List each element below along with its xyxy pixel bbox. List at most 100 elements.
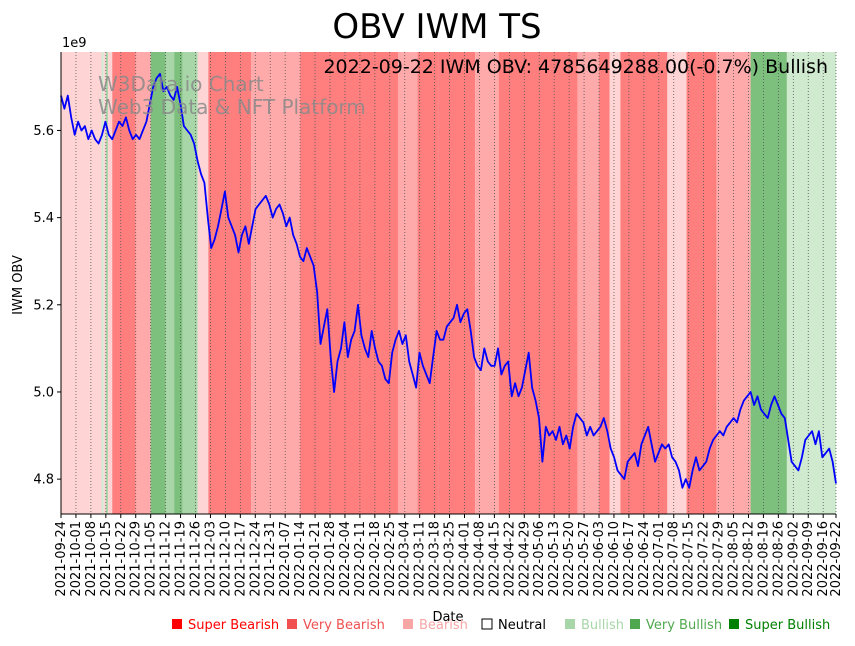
x-tick-label: 2021-10-29: [129, 521, 144, 597]
signal-band: [174, 52, 183, 514]
x-tick-label: 2022-07-01: [652, 521, 667, 597]
legend-label: Bearish: [419, 618, 468, 633]
signal-band: [101, 52, 104, 514]
signal-band: [667, 52, 687, 514]
chart-title: OBV IWM TS: [332, 7, 541, 47]
y-tick-label: 5.4: [33, 211, 54, 226]
y-tick-label: 5.6: [33, 124, 54, 139]
signal-band: [750, 52, 787, 514]
x-tick-label: 2022-05-13: [547, 521, 562, 597]
x-tick-label: 2021-11-12: [159, 521, 174, 597]
legend-item: Bearish: [403, 618, 468, 633]
watermark-line-1: W3Data.io Chart: [98, 72, 264, 96]
legend-swatch: [630, 619, 640, 629]
x-tick-label: 2022-04-22: [502, 521, 517, 597]
x-tick-label: 2022-05-20: [562, 521, 577, 597]
legend-item: Very Bearish: [287, 618, 385, 633]
x-tick-label: 2022-07-22: [697, 521, 712, 597]
signal-band: [498, 52, 578, 514]
y-offset-label: 1e9: [62, 36, 87, 51]
x-tick-label: 2022-03-25: [443, 521, 458, 597]
x-tick-label: 2022-01-14: [293, 521, 308, 597]
signal-band: [577, 52, 600, 514]
legend-label: Very Bearish: [303, 618, 385, 633]
x-tick-label: 2022-06-03: [592, 521, 607, 597]
legend-swatch: [481, 618, 493, 630]
signal-band: [786, 52, 836, 514]
x-tick-label: 2022-02-18: [368, 521, 383, 597]
signal-band: [105, 52, 108, 514]
signal-band: [103, 52, 106, 514]
legend-label: Super Bullish: [745, 618, 830, 633]
legend-swatch: [172, 619, 182, 629]
x-tick-label: 2022-04-15: [487, 521, 502, 597]
signal-band: [150, 52, 166, 514]
legend: Super Bearish Very Bearish Bearish Neutral B…: [172, 618, 830, 633]
x-tick-label: 2022-03-04: [398, 521, 413, 597]
x-tick-label: 2021-12-10: [218, 521, 233, 597]
x-tick-label: 2021-11-05: [144, 521, 159, 597]
x-tick-label: 2022-02-11: [353, 521, 368, 597]
signal-band: [197, 52, 209, 514]
x-tick-label: 2022-06-24: [637, 521, 652, 597]
x-tick-label: 2022-08-05: [727, 521, 742, 597]
x-tick-label: 2022-07-15: [682, 521, 697, 597]
x-tick-label: 2021-10-08: [84, 521, 99, 597]
signal-band: [182, 52, 198, 514]
x-tick-label: 2021-10-22: [114, 521, 129, 597]
signal-band: [417, 52, 439, 514]
legend-item: Super Bullish: [729, 618, 830, 633]
x-tick-label: 2021-10-15: [99, 521, 114, 597]
legend-swatch: [287, 619, 297, 629]
x-tick-label: 2021-11-26: [189, 521, 204, 597]
x-tick-label: 2022-09-16: [816, 521, 831, 597]
x-tick-label: 2022-01-21: [308, 521, 323, 597]
x-tick-label: 2022-05-27: [577, 521, 592, 597]
signal-band: [107, 52, 113, 514]
x-tick-label: 2022-01-07: [278, 521, 293, 597]
legend-label: Very Bullish: [646, 618, 722, 633]
signal-band: [251, 52, 301, 514]
axes: [60, 52, 836, 515]
y-axis-label: IWM OBV: [11, 255, 26, 315]
signal-band: [438, 52, 476, 514]
watermark-line-2: Web3 Data & NFT Platform: [98, 95, 366, 119]
x-tick-label: 2021-09-24: [54, 521, 69, 597]
x-tick-label: 2022-04-29: [517, 521, 532, 597]
legend-label: Neutral: [498, 618, 546, 633]
x-tick-label: 2021-12-17: [233, 521, 248, 597]
x-tick-label: 2022-05-06: [532, 521, 547, 597]
x-tick-label: 2021-12-03: [203, 521, 218, 597]
legend-swatch: [729, 619, 739, 629]
x-tick-label: 2022-08-26: [771, 521, 786, 597]
x-ticks: 2021-09-24 2021-10-01 2021-10-08 2021-10-15…: [54, 514, 844, 597]
legend-label: Super Bearish: [188, 618, 279, 633]
legend-item: Very Bullish: [630, 618, 722, 633]
x-tick-label: 2022-06-10: [607, 521, 622, 597]
x-axis-label: Date: [432, 610, 463, 625]
x-tick-label: 2022-07-08: [667, 521, 682, 597]
x-tick-label: 2022-08-19: [756, 521, 771, 597]
x-tick-label: 2022-04-08: [472, 521, 487, 597]
x-tick-label: 2022-02-25: [383, 521, 398, 597]
signal-band: [165, 52, 175, 514]
y-tick-label: 5.2: [33, 298, 54, 313]
x-tick-label: 2022-07-29: [712, 521, 727, 597]
signal-band: [398, 52, 418, 514]
x-tick-label: 2022-01-28: [323, 521, 338, 597]
signal-band: [609, 52, 621, 514]
signal-band: [686, 52, 717, 514]
legend-swatch: [403, 619, 413, 629]
x-tick-label: 2022-03-11: [413, 521, 428, 597]
signal-band: [475, 52, 499, 514]
vertical-gridlines: [60, 52, 837, 514]
x-tick-label: 2021-10-01: [69, 521, 84, 597]
obv-series-line: [60, 72, 837, 489]
x-tick-label: 2021-11-19: [174, 521, 189, 597]
latest-value-annotation: 2022-09-22 IWM OBV: 4785649288.00(-0.7%)…: [323, 56, 828, 78]
x-tick-label: 2022-02-04: [338, 521, 353, 597]
x-tick-label: 2022-06-17: [622, 521, 637, 597]
legend-item: Bullish: [565, 618, 624, 633]
x-tick-label: 2022-09-22: [829, 521, 844, 597]
